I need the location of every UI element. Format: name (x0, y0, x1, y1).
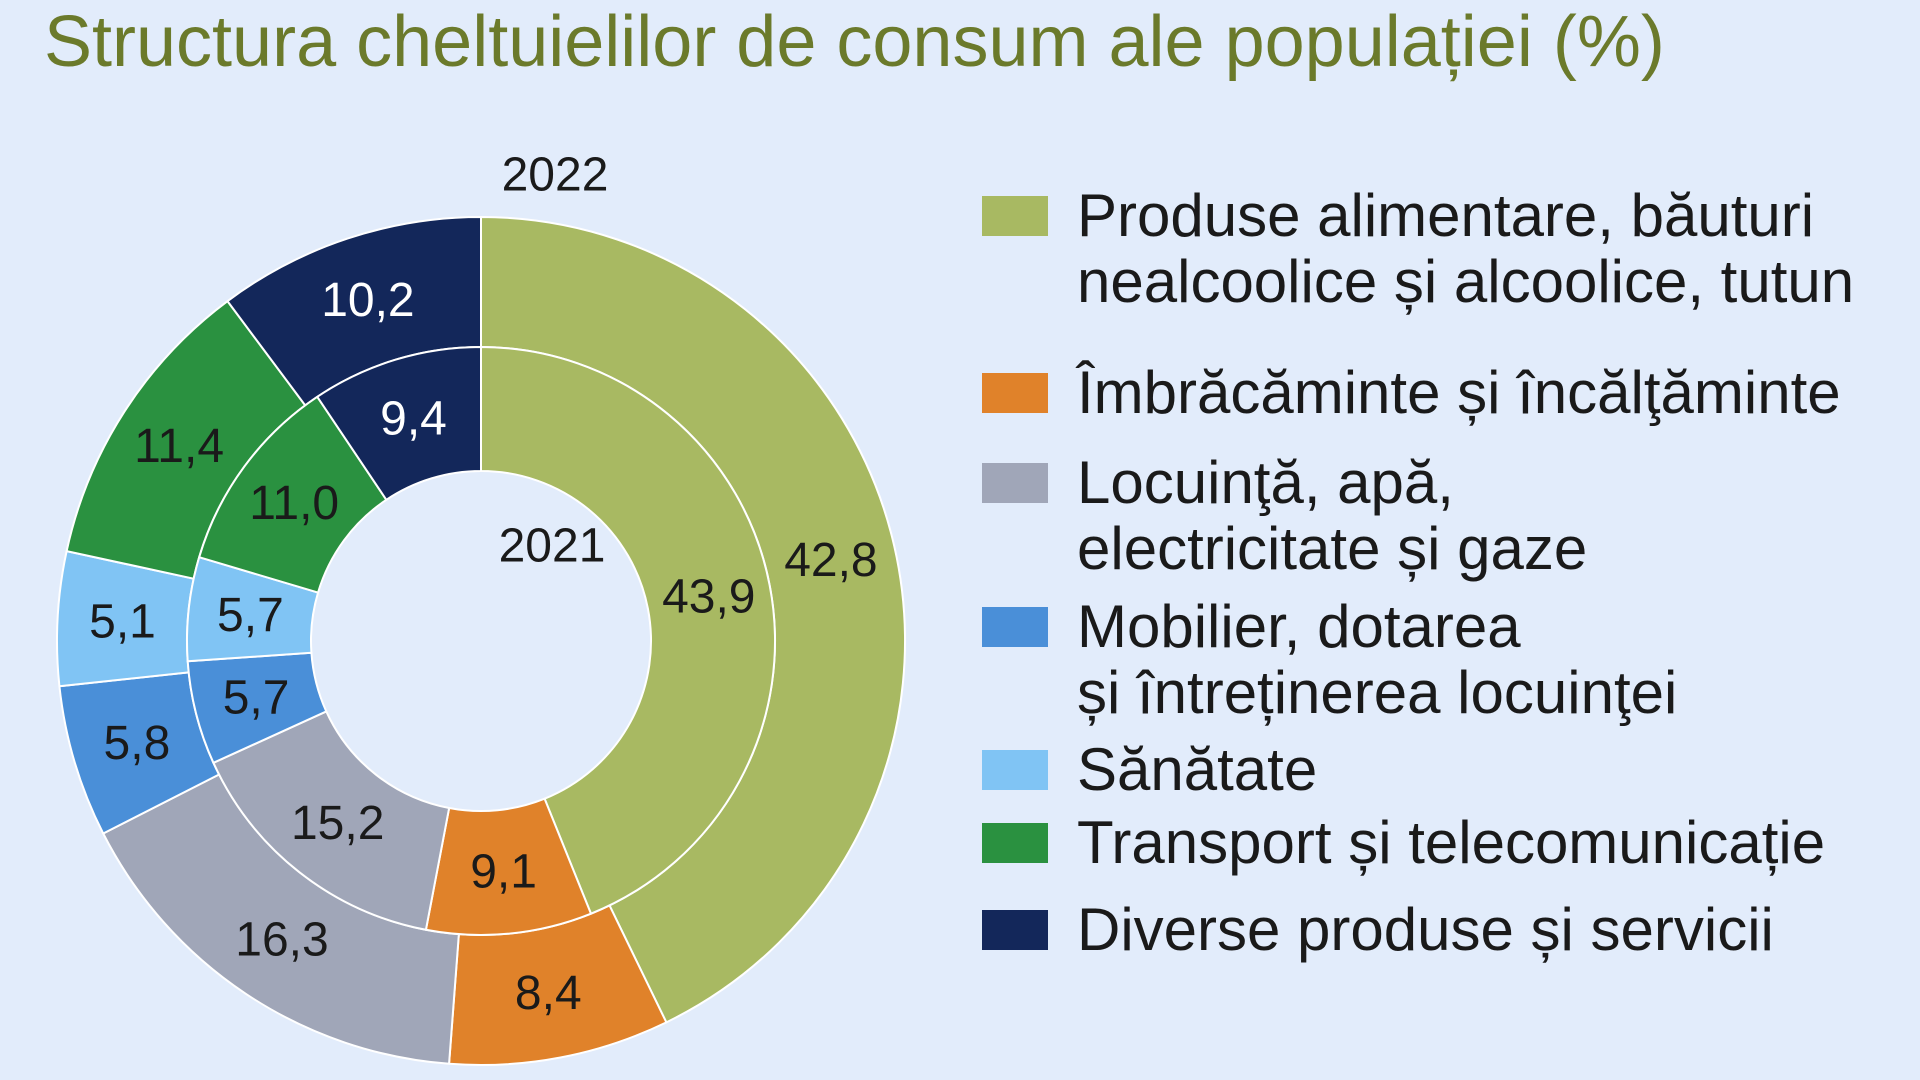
legend-item-diverse: Diverse produse și servicii (982, 897, 1902, 1050)
data-label-2021-mobilier: 5,7 (223, 672, 290, 725)
legend-label-line: și întreținerea locuinţei (1077, 659, 1678, 726)
legend-item-transport: Transport și telecomunicație (982, 810, 1902, 963)
data-label-2021-imbracaminte: 9,1 (470, 845, 537, 898)
donut-data-labels: 42,8 8,4 16,3 5,8 5,1 11,4 10,2 43,9 9,1 15,2 5,7 5… (89, 274, 877, 1020)
legend-label-produse-alimentare: Produse alimentare, băuturi nealcoolice ș… (1077, 183, 1854, 315)
ring-label-2021: 2021 (499, 520, 606, 573)
ring-label-2022: 2022 (502, 149, 609, 202)
sector-2021-locuinta (212, 710, 451, 931)
data-label-2021-locuinta: 15,2 (291, 797, 384, 850)
legend-swatch-locuinta (982, 463, 1048, 503)
legend-label-imbracaminte: Îmbrăcăminte și încălţăminte (1077, 360, 1841, 426)
legend-label-line: electricitate și gaze (1077, 515, 1588, 582)
sector-2021-produse-alimentare (480, 346, 776, 915)
legend-swatch-diverse (982, 910, 1048, 950)
legend-swatch-mobilier (982, 607, 1048, 647)
data-label-2022-imbracaminte: 8,4 (515, 967, 582, 1020)
legend-label-line: Locuinţă, apă, (1077, 449, 1454, 516)
legend-label-line: Transport și telecomunicație (1077, 809, 1826, 876)
legend-label-locuinta: Locuinţă, apă, electricitate și gaze (1077, 450, 1587, 582)
data-label-2022-produse-alimentare: 42,8 (784, 534, 877, 587)
data-label-2022-locuinta: 16,3 (235, 913, 328, 966)
data-label-2022-sanatate: 5,1 (89, 595, 156, 648)
legend-item-locuinta: Locuinţă, apă, electricitate și gaze (982, 450, 1902, 603)
data-label-2021-sanatate: 5,7 (217, 589, 284, 642)
legend-label-mobilier: Mobilier, dotarea și întreținerea locuinţ… (1077, 594, 1677, 726)
legend-label-diverse: Diverse produse și servicii (1077, 897, 1774, 963)
chart-title: Structura cheltuielilor de consum ale po… (44, 2, 1665, 82)
legend-label-transport: Transport și telecomunicație (1077, 810, 1825, 876)
legend-item-produse-alimentare: Produse alimentare, băuturi nealcoolice ș… (982, 183, 1902, 336)
legend-swatch-sanatate (982, 750, 1048, 790)
legend-label-line: Produse alimentare, băuturi (1077, 182, 1815, 249)
legend-item-sanatate: Sănătate (982, 737, 1902, 890)
legend-label-line: Mobilier, dotarea (1077, 593, 1521, 660)
data-label-2022-transport: 11,4 (134, 420, 224, 473)
data-label-2021-transport: 11,0 (249, 477, 339, 530)
sector-2021-diverse (316, 346, 482, 501)
legend-swatch-produse-alimentare (982, 196, 1048, 236)
legend-item-imbracaminte: Îmbrăcăminte și încălţăminte (982, 360, 1902, 513)
legend-swatch-transport (982, 823, 1048, 863)
legend-label-line: nealcoolice și alcoolice, tutun (1077, 248, 1855, 315)
nested-donut-chart: 42,8 8,4 16,3 5,8 5,1 11,4 10,2 43,9 9,1 15,2 5,7 5… (56, 149, 907, 1067)
legend-swatch-imbracaminte (982, 373, 1048, 413)
data-label-2022-mobilier: 5,8 (104, 717, 171, 770)
donut-sectors (56, 216, 907, 1067)
legend-label-sanatate: Sănătate (1077, 737, 1317, 803)
data-label-2021-diverse: 9,4 (380, 393, 447, 446)
data-label-2022-diverse: 10,2 (321, 274, 414, 327)
legend-label-line: Diverse produse și servicii (1077, 896, 1774, 963)
data-label-2021-produse-alimentare: 43,9 (662, 570, 755, 623)
legend-label-line: Îmbrăcăminte și încălţăminte (1077, 359, 1841, 426)
legend-label-line: Sănătate (1077, 736, 1318, 803)
legend-item-mobilier: Mobilier, dotarea și întreținerea locuinţ… (982, 594, 1902, 747)
